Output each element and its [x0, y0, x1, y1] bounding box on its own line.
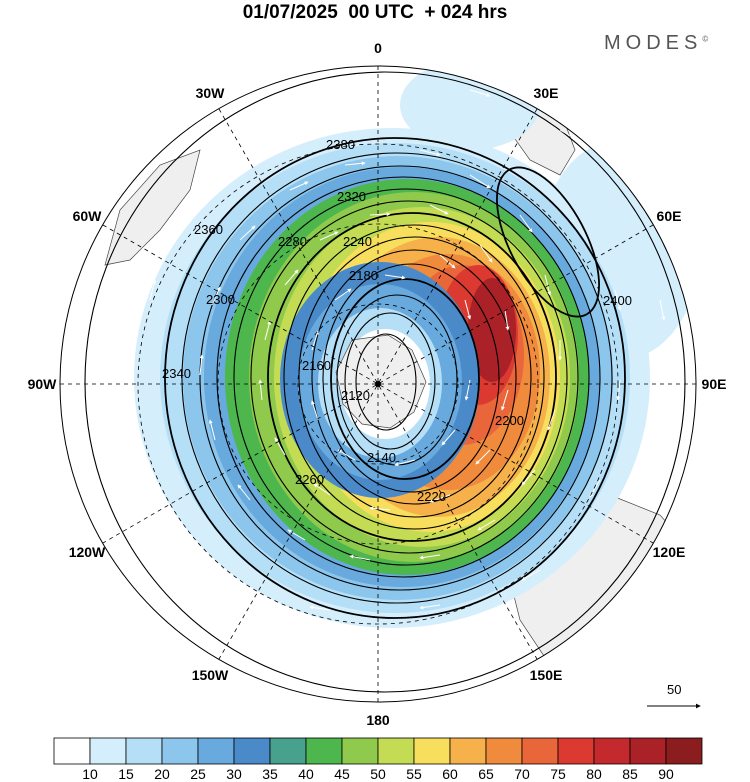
longitude-label: 150E [530, 667, 563, 683]
colorbar-tick-label: 20 [154, 766, 170, 782]
colorbar-tick-label: 70 [514, 766, 530, 782]
colorbar-tick-label: 75 [550, 766, 566, 782]
brand-text: MODES [604, 32, 703, 54]
colorbar-swatch [665, 737, 703, 765]
colorbar-boxes [53, 737, 703, 765]
colorbar-tick-label: 50 [370, 766, 386, 782]
colorbar-swatch [53, 737, 91, 765]
colorbar-tick-label: 80 [586, 766, 602, 782]
brand-logo: MODES© [604, 32, 708, 55]
longitude-label: 30E [534, 85, 559, 101]
colorbar-tick-label: 15 [118, 766, 134, 782]
colorbar-tick-label: 40 [298, 766, 314, 782]
longitude-label: 150W [192, 667, 229, 683]
globe-border [59, 65, 697, 703]
colorbar-swatch [521, 737, 559, 765]
contour-label: 2320 [337, 189, 366, 204]
colorbar-tick-label: 85 [622, 766, 638, 782]
contour-label: 2160 [302, 358, 331, 373]
colorbar-tick-label: 45 [334, 766, 350, 782]
wind-reference-vector: 50 [647, 682, 701, 709]
colorbar-swatch [233, 737, 271, 765]
contour-label: 2360 [194, 222, 223, 237]
colorbar-swatch [629, 737, 667, 765]
contour-label: 2300 [206, 292, 235, 307]
colorbar-swatch [377, 737, 415, 765]
contour-label: 2240 [343, 234, 372, 249]
colorbar-swatch [89, 737, 127, 765]
contour-label: 2280 [278, 234, 307, 249]
colorbar-swatch [125, 737, 163, 765]
longitude-label: 30W [196, 85, 226, 101]
map-title: 01/07/2025 00 UTC + 024 hrs [242, 2, 508, 23]
colorbar-swatch [449, 737, 487, 765]
longitude-label: 60W [73, 208, 103, 224]
longitude-label: 120E [653, 544, 686, 560]
longitude-label: 90W [28, 376, 58, 392]
contour-label: 2220 [417, 489, 446, 504]
colorbar-tick-label: 25 [190, 766, 206, 782]
colorbar-tick-label: 60 [442, 766, 458, 782]
colorbar-ticks: 10 15 20 25 30 35 40 45 50 55 60 65 70 75 80 85 90 [82, 766, 674, 782]
longitude-label: 60E [657, 208, 682, 224]
contour-label: 2140 [367, 450, 396, 465]
contour-label: 2120 [341, 388, 370, 403]
colorbar-swatch [341, 737, 379, 765]
longitude-label: 180 [366, 712, 390, 728]
colorbar-swatch [485, 737, 523, 765]
reference-vector-label: 50 [667, 682, 681, 697]
contour-label: 2180 [349, 268, 378, 283]
colorbar-swatch [557, 737, 595, 765]
south-america-land [104, 149, 201, 266]
pole-marker [375, 381, 381, 387]
colorbar-swatch [269, 737, 307, 765]
longitude-label: 90E [702, 376, 727, 392]
longitude-label: 0 [374, 40, 382, 56]
colorbar-swatch [197, 737, 235, 765]
longitude-label: 120W [69, 544, 106, 560]
polar-map: 2380 2360 2340 2320 2300 2280 2260 2240 … [28, 40, 727, 728]
colorbar-tick-label: 90 [658, 766, 674, 782]
contour-label: 2340 [162, 366, 191, 381]
graticule [60, 66, 696, 702]
contour-label: 2260 [295, 472, 324, 487]
longitude-labels: 0 30E 60E 90E 120E 150E 180 150W 120W 90W 60W 30W [28, 40, 727, 728]
contour-label: 2400 [603, 293, 632, 308]
colorbar-tick-label: 30 [226, 766, 242, 782]
colorbar-swatch [161, 737, 199, 765]
colorbar-tick-label: 65 [478, 766, 494, 782]
brand-mark: © [702, 34, 709, 44]
height-contours [84, 71, 686, 693]
colorbar-tick-label: 10 [82, 766, 98, 782]
colorbar-tick-label: 35 [262, 766, 278, 782]
map-globe [60, 66, 696, 702]
colorbar-tick-label: 55 [406, 766, 422, 782]
colorbar-swatch [413, 737, 451, 765]
contour-label: 2380 [326, 137, 355, 152]
colorbar-swatch [305, 737, 343, 765]
contour-label: 2200 [495, 413, 524, 428]
contour-label-layer: 2380 2360 2340 2320 2300 2280 2260 2240 … [162, 137, 632, 504]
colorbar-swatch [593, 737, 631, 765]
